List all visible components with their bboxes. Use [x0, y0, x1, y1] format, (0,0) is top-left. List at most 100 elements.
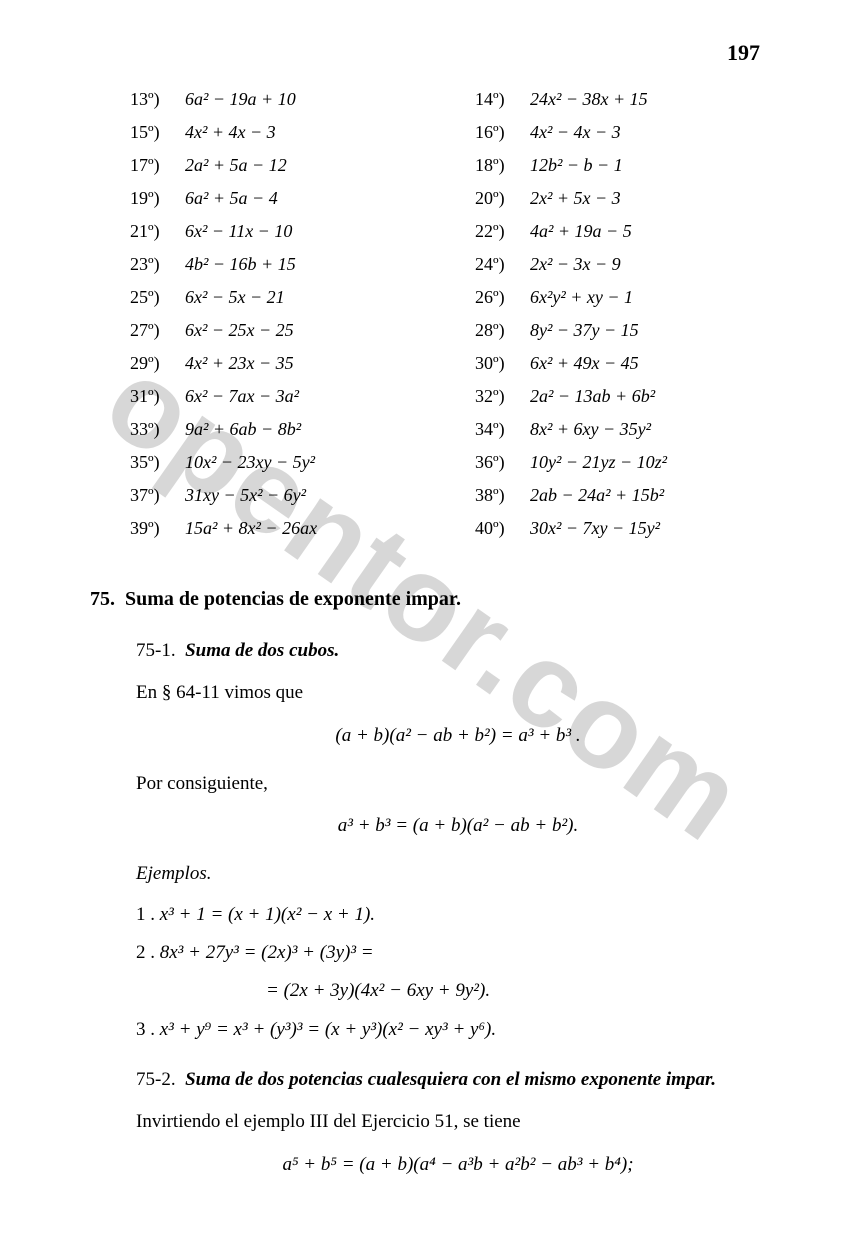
exercise-expression: 2ab − 24a² + 15b²	[530, 482, 664, 509]
exercise-number: 30º)	[475, 350, 530, 377]
exercise-row: 20º)2x² + 5x − 3	[475, 185, 780, 212]
exercise-expression: 15a² + 8x² − 26ax	[185, 515, 317, 542]
exercise-expression: 6x² − 25x − 25	[185, 317, 294, 344]
exercise-row: 15º)4x² + 4x − 3	[130, 119, 435, 146]
section-number: 75.	[90, 588, 115, 610]
exercise-expression: 4x² + 23x − 35	[185, 350, 294, 377]
exercise-row: 33º)9a² + 6ab − 8b²	[130, 416, 435, 443]
example-expression: x³ + y⁹ = x³ + (y³)³ = (x + y³)(x² − xy³…	[160, 1019, 496, 1040]
exercise-row: 28º)8y² − 37y − 15	[475, 317, 780, 344]
exercise-expression: 6a² − 19a + 10	[185, 86, 296, 113]
exercise-number: 21º)	[130, 218, 185, 245]
exercise-expression: 4x² + 4x − 3	[185, 119, 276, 146]
exercise-expression: 6x² + 49x − 45	[530, 350, 639, 377]
exercise-number: 38º)	[475, 482, 530, 509]
exercise-expression: 6x²y² + xy − 1	[530, 284, 633, 311]
example-continuation: = (2x + 3y)(4x² − 6xy + 9y²).	[266, 975, 780, 1007]
exercise-number: 20º)	[475, 185, 530, 212]
exercise-row: 17º)2a² + 5a − 12	[130, 152, 435, 179]
subsection-75-1: 75-1. Suma de dos cubos. En § 64-11 vimo…	[136, 635, 780, 1046]
sub2-intro: Invirtiendo el ejemplo III del Ejercicio…	[136, 1106, 780, 1138]
sub1-therefore: Por consiguiente,	[136, 768, 780, 800]
exercise-number: 24º)	[475, 251, 530, 278]
exercise-number: 37º)	[130, 482, 185, 509]
exercise-expression: 10y² − 21yz − 10z²	[530, 449, 667, 476]
exercise-number: 29º)	[130, 350, 185, 377]
exercise-expression: 6x² − 11x − 10	[185, 218, 292, 245]
exercise-row: 31º)6x² − 7ax − 3a²	[130, 383, 435, 410]
exercise-number: 16º)	[475, 119, 530, 146]
exercise-expression: 24x² − 38x + 15	[530, 86, 648, 113]
sub1-title: Suma de dos cubos.	[185, 640, 339, 661]
exercise-expression: 4x² − 4x − 3	[530, 119, 621, 146]
examples-list: 1 . x³ + 1 = (x + 1)(x² − x + 1). 2 . 8x³…	[136, 899, 780, 1046]
subsection-75-2: 75-2. Suma de dos potencias cualesquiera…	[136, 1064, 780, 1181]
exercise-row: 35º)10x² − 23xy − 5y²	[130, 449, 435, 476]
exercise-expression: 8y² − 37y − 15	[530, 317, 639, 344]
exercise-number: 13º)	[130, 86, 185, 113]
exercise-row: 19º)6a² + 5a − 4	[130, 185, 435, 212]
exercise-number: 23º)	[130, 251, 185, 278]
exercise-number: 27º)	[130, 317, 185, 344]
exercise-expression: 6a² + 5a − 4	[185, 185, 278, 212]
exercise-row: 40º)30x² − 7xy − 15y²	[475, 515, 780, 542]
example-item: 3 . x³ + y⁹ = x³ + (y³)³ = (x + y³)(x² −…	[136, 1014, 780, 1046]
section-heading: 75. Suma de potencias de exponente impar…	[90, 588, 780, 611]
sub2-title: Suma de dos potencias cualesquiera con e…	[185, 1069, 716, 1090]
exercise-row: 18º)12b² − b − 1	[475, 152, 780, 179]
exercise-column-left: 13º)6a² − 19a + 10 15º)4x² + 4x − 3 17º)2a…	[130, 86, 435, 548]
exercise-expression: 2a² − 13ab + 6b²	[530, 383, 655, 410]
example-expression: 8x³ + 27y³ = (2x)³ + (3y)³ =	[160, 942, 374, 963]
exercise-number: 14º)	[475, 86, 530, 113]
page-number: 197	[90, 40, 760, 66]
exercise-expression: 12b² − b − 1	[530, 152, 623, 179]
exercise-number: 36º)	[475, 449, 530, 476]
exercise-row: 24º)2x² − 3x − 9	[475, 251, 780, 278]
exercise-list: 13º)6a² − 19a + 1015º)4x² + 4x − 317º)2a…	[130, 86, 780, 548]
exercise-row: 25º)6x² − 5x − 21	[130, 284, 435, 311]
exercise-row: 27º)6x² − 25x − 25	[130, 317, 435, 344]
exercise-row: 29º)4x² + 23x − 35	[130, 350, 435, 377]
exercise-number: 22º)	[475, 218, 530, 245]
exercise-number: 35º)	[130, 449, 185, 476]
exercise-number: 39º)	[130, 515, 185, 542]
sub1-equation-2: a³ + b³ = (a + b)(a² − ab + b²).	[136, 810, 780, 842]
exercise-expression: 10x² − 23xy − 5y²	[185, 449, 315, 476]
examples-heading: Ejemplos.	[136, 858, 780, 890]
exercise-expression: 4a² + 19a − 5	[530, 218, 632, 245]
page-content: 197 13º)6a² − 19a + 10 15º)4x² + 4x − 3 17…	[0, 0, 850, 1237]
exercise-row: 14º)24x² − 38x + 15	[475, 86, 780, 113]
exercise-number: 28º)	[475, 317, 530, 344]
exercise-expression: 6x² − 5x − 21	[185, 284, 285, 311]
exercise-expression: 6x² − 7ax − 3a²	[185, 383, 299, 410]
exercise-number: 17º)	[130, 152, 185, 179]
exercise-row: 30º)6x² + 49x − 45	[475, 350, 780, 377]
example-number: 2 .	[136, 942, 160, 963]
exercise-row: 36º)10y² − 21yz − 10z²	[475, 449, 780, 476]
sub2-equation-1: a⁵ + b⁵ = (a + b)(a⁴ − a³b + a²b² − ab³ …	[136, 1149, 780, 1181]
sub1-equation-1: (a + b)(a² − ab + b²) = a³ + b³ .	[136, 720, 780, 752]
exercise-expression: 9a² + 6ab − 8b²	[185, 416, 301, 443]
exercise-expression: 4b² − 16b + 15	[185, 251, 296, 278]
exercise-row: 13º)6a² − 19a + 10	[130, 86, 435, 113]
exercise-expression: 30x² − 7xy − 15y²	[530, 515, 660, 542]
example-item: 1 . x³ + 1 = (x + 1)(x² − x + 1).	[136, 899, 780, 931]
exercise-row: 21º)6x² − 11x − 10	[130, 218, 435, 245]
exercise-row: 32º)2a² − 13ab + 6b²	[475, 383, 780, 410]
exercise-row: 26º)6x²y² + xy − 1	[475, 284, 780, 311]
exercise-number: 26º)	[475, 284, 530, 311]
exercise-column-right: 14º)24x² − 38x + 1516º)4x² − 4x − 318º)1…	[475, 86, 780, 548]
exercise-row: 39º)15a² + 8x² − 26ax	[130, 515, 435, 542]
sub1-number: 75-1.	[136, 640, 176, 661]
sub1-intro: En § 64-11 vimos que	[136, 677, 780, 709]
exercise-row: 37º)31xy − 5x² − 6y²	[130, 482, 435, 509]
exercise-number: 40º)	[475, 515, 530, 542]
exercise-number: 33º)	[130, 416, 185, 443]
exercise-expression: 2x² − 3x − 9	[530, 251, 621, 278]
exercise-expression: 2a² + 5a − 12	[185, 152, 287, 179]
exercise-number: 34º)	[475, 416, 530, 443]
exercise-row: 38º)2ab − 24a² + 15b²	[475, 482, 780, 509]
sub2-number: 75-2.	[136, 1069, 176, 1090]
example-item: 2 . 8x³ + 27y³ = (2x)³ + (3y)³ =	[136, 937, 780, 969]
exercise-expression: 31xy − 5x² − 6y²	[185, 482, 306, 509]
